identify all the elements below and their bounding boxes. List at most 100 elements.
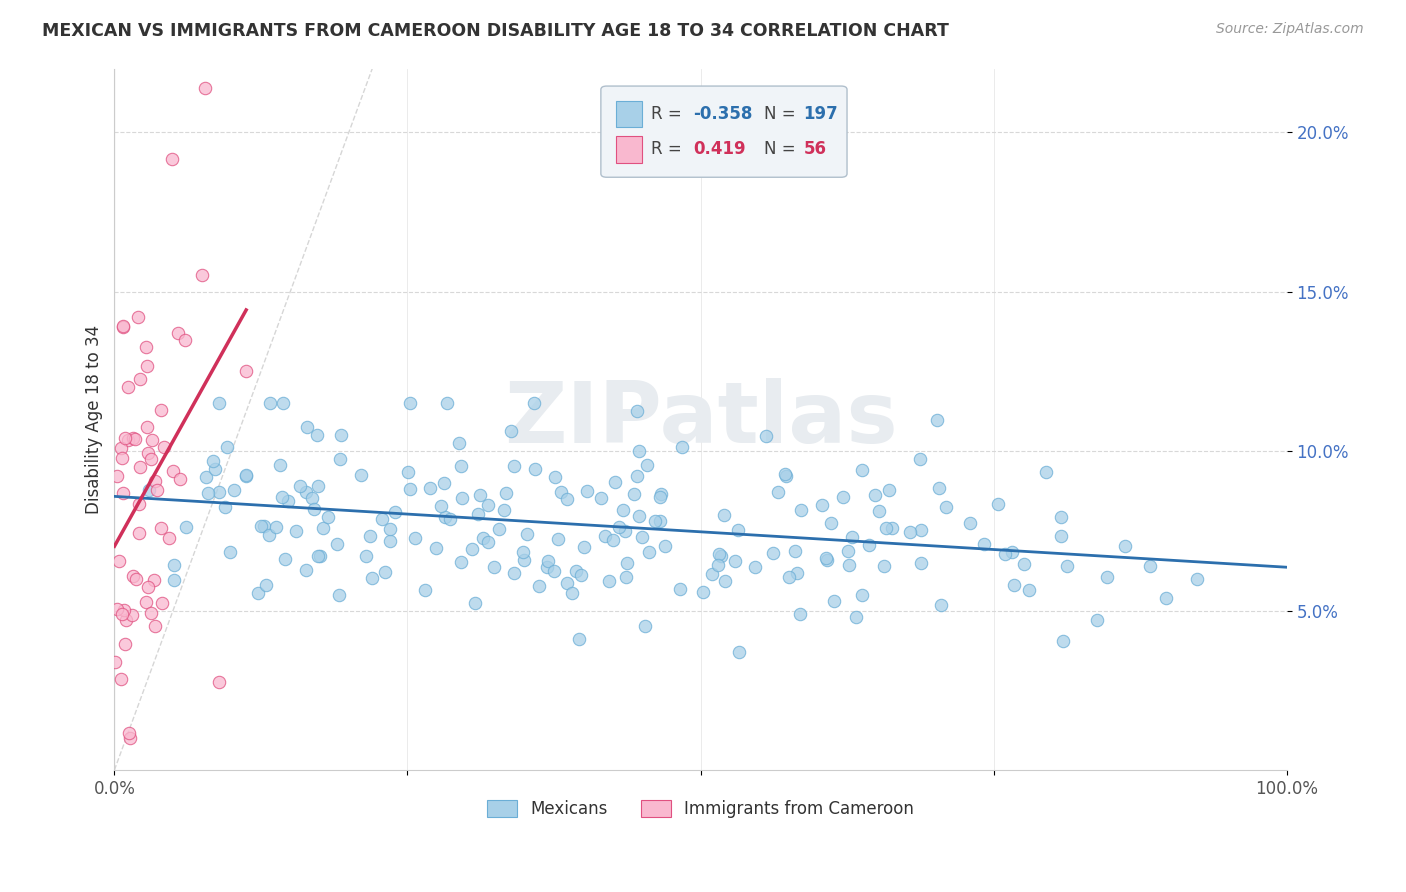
Point [467,508,489,522]
Point [568,632,591,647]
Point [127,310,149,324]
Point [135,595,157,609]
Point [564,564,586,578]
Point [1012,557,1035,571]
Point [139,452,162,467]
Point [163,558,186,572]
Point [264,520,287,534]
Point [714,574,737,588]
Point [235,468,257,483]
Point [927,413,949,427]
Y-axis label: Disability Age 18 to 34: Disability Age 18 to 34 [86,325,103,514]
Point [135,341,157,355]
Point [308,549,330,564]
Point [307,478,329,492]
Point [117,433,139,447]
Point [354,549,377,563]
Point [128,460,150,475]
Point [873,558,896,573]
Point [222,483,245,497]
Point [492,503,515,517]
Point [399,396,422,410]
Point [773,467,796,482]
Point [775,469,797,483]
Point [208,396,231,410]
Point [107,602,129,616]
Point [122,431,145,445]
Point [637,458,659,473]
Point [464,596,486,610]
Point [929,598,952,612]
Point [219,545,242,559]
Point [831,490,853,504]
Point [195,470,218,484]
Point [254,578,277,592]
Point [169,472,191,486]
Point [125,572,148,586]
Point [513,553,536,567]
Point [973,537,995,551]
Point [713,508,735,523]
Point [214,500,236,514]
Point [404,531,426,545]
Point [623,487,645,501]
Point [928,481,950,495]
Point [789,607,811,621]
Point [1035,465,1057,479]
Point [707,547,730,561]
Point [257,527,280,541]
Point [307,549,329,564]
Point [110,607,132,621]
Text: 197: 197 [804,105,838,123]
Point [461,541,484,556]
Point [523,396,546,410]
Point [482,559,505,574]
Point [1114,539,1136,553]
Point [602,533,624,547]
Point [269,458,291,472]
Point [111,486,134,500]
Point [1018,582,1040,597]
Point [598,574,620,589]
Point [152,441,174,455]
Point [529,579,551,593]
Point [576,484,599,499]
Point [174,334,197,348]
Point [1095,570,1118,584]
Point [547,532,569,546]
Point [569,568,592,582]
Point [766,484,789,499]
Point [436,396,458,410]
Point [253,519,276,533]
Point [326,537,349,551]
Point [433,475,456,490]
Point [288,479,311,493]
Text: R =: R = [651,105,688,123]
Point [350,467,373,482]
Point [202,454,225,468]
Point [138,483,160,497]
Text: 0.419: 0.419 [693,140,747,158]
Point [450,555,472,569]
Point [648,514,671,528]
Point [1085,614,1108,628]
Point [111,320,134,334]
Point [502,458,524,473]
Point [150,596,173,610]
Point [823,594,845,608]
Point [669,582,692,596]
Point [574,541,596,555]
Point [778,570,800,584]
Point [1050,510,1073,524]
Point [217,441,239,455]
Point [162,464,184,478]
Point [728,644,751,658]
Point [959,516,981,531]
Point [1001,544,1024,558]
Point [882,521,904,535]
Point [543,564,565,578]
Point [307,428,329,442]
Point [112,318,135,333]
Point [650,486,672,500]
Point [304,502,326,516]
